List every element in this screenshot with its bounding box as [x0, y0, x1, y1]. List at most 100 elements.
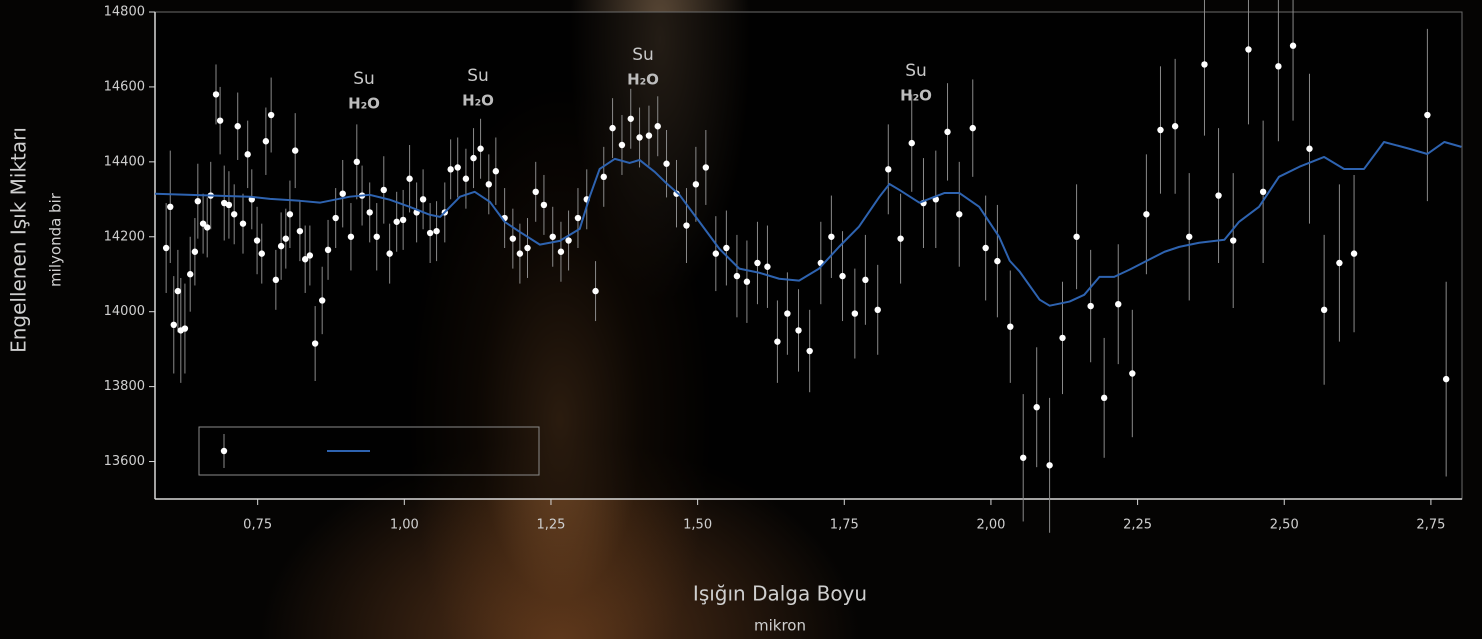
data-point — [795, 327, 801, 333]
data-point — [703, 164, 709, 170]
data-point — [268, 112, 274, 118]
data-point — [217, 117, 223, 123]
data-point — [693, 181, 699, 187]
data-point — [713, 250, 719, 256]
data-point — [283, 235, 289, 241]
data-point — [663, 161, 669, 167]
data-point — [175, 288, 181, 294]
x-axis-title: Işığın Dalga Boyu — [693, 582, 867, 606]
data-point — [1443, 376, 1449, 382]
data-point — [240, 220, 246, 226]
data-point — [1033, 404, 1039, 410]
data-point — [192, 249, 198, 255]
data-point — [1336, 260, 1342, 266]
data-point — [1143, 211, 1149, 217]
annotation-formula: H₂O — [627, 71, 659, 89]
data-point — [226, 202, 232, 208]
data-point — [1260, 189, 1266, 195]
data-point — [1115, 301, 1121, 307]
y-tick-label: 13600 — [104, 454, 145, 469]
annotation: Su — [467, 66, 489, 86]
data-point — [1059, 335, 1065, 341]
data-point — [994, 258, 1000, 264]
data-point — [982, 245, 988, 251]
data-point — [259, 250, 265, 256]
data-point — [1245, 46, 1251, 52]
data-point — [182, 325, 188, 331]
data-point — [244, 151, 250, 157]
data-point — [325, 247, 331, 253]
y-tick-label: 14400 — [104, 154, 145, 169]
x-tick-label: 1,75 — [830, 518, 859, 533]
data-point — [683, 222, 689, 228]
data-point — [1087, 303, 1093, 309]
data-point — [1424, 112, 1430, 118]
data-point — [754, 260, 760, 266]
data-point — [636, 134, 642, 140]
data-point — [565, 237, 571, 243]
data-point — [592, 288, 598, 294]
data-point — [463, 176, 469, 182]
data-point — [354, 159, 360, 165]
data-point — [839, 273, 845, 279]
data-point — [406, 176, 412, 182]
data-point — [828, 234, 834, 240]
data-point — [1007, 323, 1013, 329]
data-point — [764, 264, 770, 270]
y-tick-label: 14800 — [104, 5, 145, 20]
data-point — [575, 215, 581, 221]
data-point — [1230, 237, 1236, 243]
data-point — [348, 234, 354, 240]
data-point — [517, 250, 523, 256]
data-point — [1321, 307, 1327, 313]
data-point — [885, 166, 891, 172]
data-point — [263, 138, 269, 144]
data-point — [171, 322, 177, 328]
data-point — [477, 146, 483, 152]
x-tick-label: 2,25 — [1123, 518, 1152, 533]
data-point — [956, 211, 962, 217]
data-point — [784, 310, 790, 316]
data-point — [862, 277, 868, 283]
data-point — [1020, 455, 1026, 461]
y-tick-label: 14600 — [104, 79, 145, 94]
data-point — [734, 273, 740, 279]
data-point — [774, 338, 780, 344]
data-point — [1129, 370, 1135, 376]
data-point — [340, 190, 346, 196]
x-axis-subtitle: mikron — [754, 617, 806, 635]
data-point — [307, 252, 313, 258]
data-point — [470, 155, 476, 161]
legend-dot — [221, 448, 227, 454]
data-point — [1172, 123, 1178, 129]
data-point — [163, 245, 169, 251]
data-point — [235, 123, 241, 129]
data-point — [447, 166, 453, 172]
x-tick-label: 1,00 — [390, 518, 419, 533]
data-point — [254, 237, 260, 243]
data-point — [1201, 61, 1207, 67]
data-point — [319, 297, 325, 303]
y-tick-label: 14000 — [104, 304, 145, 319]
data-point — [909, 140, 915, 146]
data-point — [1186, 234, 1192, 240]
annotation-formula: H₂O — [900, 87, 932, 105]
data-point — [601, 174, 607, 180]
data-point — [273, 277, 279, 283]
chart: Engellenen Işık Miktarı milyonda bir Işı… — [0, 0, 1482, 639]
data-point — [367, 209, 373, 215]
annotation: Su — [353, 69, 375, 89]
data-point — [558, 249, 564, 255]
data-point — [609, 125, 615, 131]
x-tick-label: 0,75 — [243, 518, 272, 533]
data-point — [944, 129, 950, 135]
data-point — [454, 164, 460, 170]
data-point — [386, 250, 392, 256]
data-point — [1046, 462, 1052, 468]
page: Engellenen Işık Miktarı milyonda bir Işı… — [0, 0, 1482, 639]
data-point — [510, 235, 516, 241]
data-point — [400, 217, 406, 223]
data-point — [1306, 146, 1312, 152]
data-point — [187, 271, 193, 277]
data-point — [297, 228, 303, 234]
